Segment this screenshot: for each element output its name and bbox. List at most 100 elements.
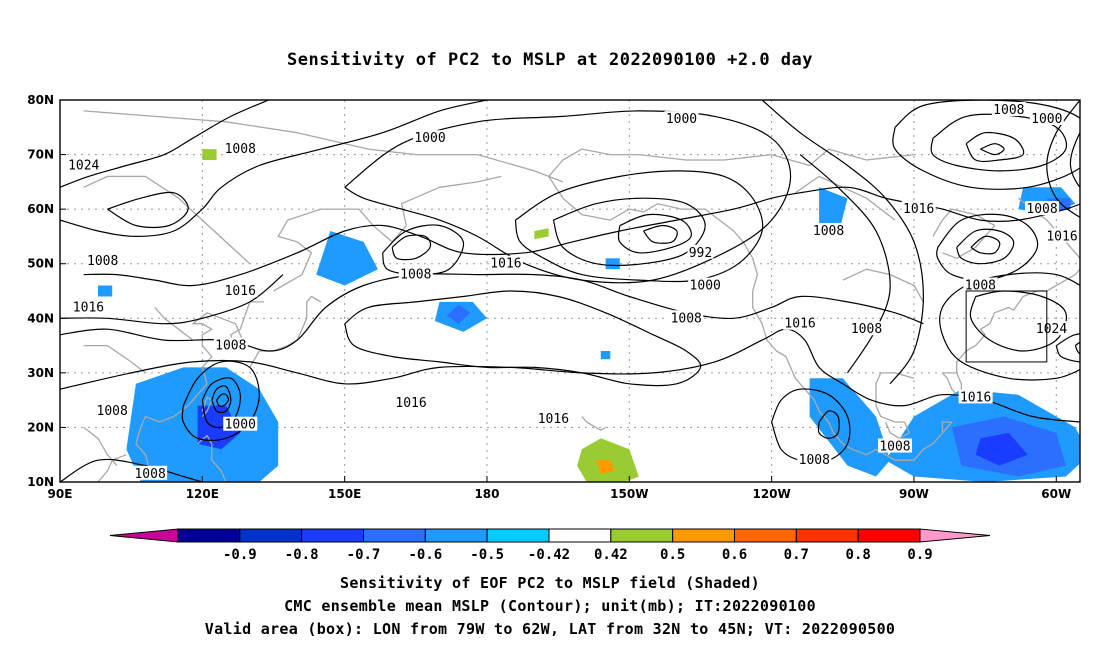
- contour-label: 1016: [225, 284, 256, 299]
- contour-label-bg: [901, 201, 936, 216]
- colorbar-tick-label: 0.8: [846, 547, 871, 560]
- contour-label-bg: [1045, 228, 1079, 243]
- coastline: [135, 416, 151, 482]
- contour-label: 1008: [215, 339, 246, 354]
- map-panel: 1000 1000 1008 1024 1008 1000 1008 1016 1008 1016…: [27, 93, 1081, 560]
- coastline: [192, 301, 264, 368]
- contour-label: 1016: [73, 300, 104, 315]
- colorbar-tick-label: -0.9: [223, 547, 257, 560]
- contour-label-bg: [963, 277, 998, 292]
- mslp-isobar: [181, 360, 260, 441]
- contour-labels: 1000 1000 1008 1024 1008 1000 1008 1016 1008 1016…: [66, 102, 1079, 482]
- mslp-isobar: [514, 170, 764, 283]
- lat-tick-label: 20N: [27, 420, 54, 434]
- colorbar-bin: [610, 528, 674, 543]
- lat-tick-label: 10N: [27, 475, 54, 489]
- mslp-isobar: [216, 393, 230, 407]
- colorbar-bin: [734, 528, 797, 543]
- contour-label-bg: [394, 394, 429, 409]
- lon-tick-label: 180: [474, 487, 499, 501]
- contour-label-bg: [85, 252, 120, 267]
- mslp-isobar: [344, 290, 702, 387]
- coastline: [548, 148, 915, 177]
- mslp-isobar: [771, 388, 851, 463]
- contour-label-bg: [669, 310, 704, 325]
- contour-label: 1000: [414, 131, 445, 146]
- mslp-isobar: [969, 290, 1067, 352]
- coastline: [83, 344, 146, 374]
- mslp-isobar: [956, 228, 1015, 265]
- contour-label-bg: [536, 411, 571, 426]
- lat-tick-label: 70N: [27, 148, 54, 162]
- colorbar-low-tip: [109, 528, 179, 543]
- colorbar-high-tip: [919, 528, 991, 543]
- contour-label: 1024: [68, 158, 99, 173]
- sensitivity-patch: [596, 460, 616, 474]
- colorbar-bin: [239, 528, 303, 543]
- lat-tick-label: 50N: [27, 257, 54, 271]
- lon-tick-label: 90W: [899, 487, 929, 501]
- mslp-isobar: [939, 272, 1080, 381]
- mslp-isobar: [1046, 100, 1080, 219]
- contour-label-bg: [66, 157, 101, 172]
- contour-label-bg: [213, 337, 248, 352]
- contour-label-bg: [398, 266, 433, 281]
- coastline: [197, 434, 227, 482]
- contour-label: 1008: [851, 322, 882, 337]
- contour-label: 1016: [395, 396, 426, 411]
- colorbar-tick-label: 0.5: [660, 547, 685, 560]
- contour-label: 1016: [903, 202, 934, 217]
- lon-tick-label: 90E: [48, 487, 73, 501]
- contour-label-bg: [133, 465, 168, 480]
- coastline: [794, 175, 896, 221]
- map-frame: [59, 99, 1081, 483]
- coastline: [581, 416, 606, 431]
- figure-title: Sensitivity of PC2 to MSLP at 2022090100…: [286, 50, 813, 70]
- contour-label: 1008: [97, 404, 128, 419]
- contour-label-bg: [223, 141, 258, 156]
- sensitivity-patch: [534, 228, 549, 240]
- contour-label: 1000: [225, 418, 256, 433]
- contour-label-bg: [413, 130, 448, 145]
- mslp-isobar: [344, 110, 792, 284]
- sensitivity-patch: [98, 285, 113, 297]
- coastline: [842, 268, 924, 303]
- contour-label-bg: [849, 321, 884, 336]
- contour-label-bg: [1029, 111, 1064, 126]
- sensitivity-patch: [600, 351, 611, 360]
- contour-label: 1000: [666, 112, 697, 127]
- valid-area-box: [965, 290, 1048, 363]
- contour-label: 1016: [960, 390, 991, 405]
- colorbar-tick-label: 0.7: [784, 547, 809, 560]
- caption-valid-area: Valid area (box): LON from 79W to 62W, L…: [204, 620, 896, 638]
- contour-label: 1008: [671, 311, 702, 326]
- mslp-contours: [60, 100, 1080, 482]
- contour-label-bg: [958, 389, 993, 404]
- lat-tick-label: 40N: [27, 311, 54, 325]
- contour-label-bg: [223, 416, 258, 431]
- contour-label-bg: [1034, 321, 1069, 336]
- contour-label-bg: [783, 315, 818, 330]
- contour-label: 1008: [87, 254, 118, 269]
- contour-label-bg: [488, 255, 523, 270]
- mslp-isobar: [60, 274, 284, 325]
- longitude-ticks: 90E 120E 150E 180 150W 120W 90W 60W: [48, 476, 1071, 501]
- coastline: [249, 295, 322, 368]
- colorbar-tick-label: -0.5: [470, 547, 504, 560]
- colorbar-tick-label: -0.7: [347, 547, 381, 560]
- contour-label: 1016: [538, 412, 569, 427]
- coastlines: [83, 110, 1080, 482]
- contour-label: 1024: [1036, 322, 1067, 337]
- sensitivity-patch: [446, 304, 471, 324]
- mslp-isobar: [936, 213, 1039, 281]
- latitude-ticks: 10N 20N 30N 40N 50N 60N 70N 80N: [27, 93, 66, 489]
- contour-label: 1008: [1026, 202, 1057, 217]
- mslp-isobar: [60, 100, 269, 188]
- mslp-isobar: [617, 213, 692, 254]
- mslp-isobar: [211, 385, 232, 414]
- contour-label-bg: [71, 299, 106, 314]
- colorbar-tick-label: 0.42: [594, 547, 628, 560]
- contour-label: 1008: [813, 224, 844, 239]
- contour-label-bg: [687, 244, 714, 259]
